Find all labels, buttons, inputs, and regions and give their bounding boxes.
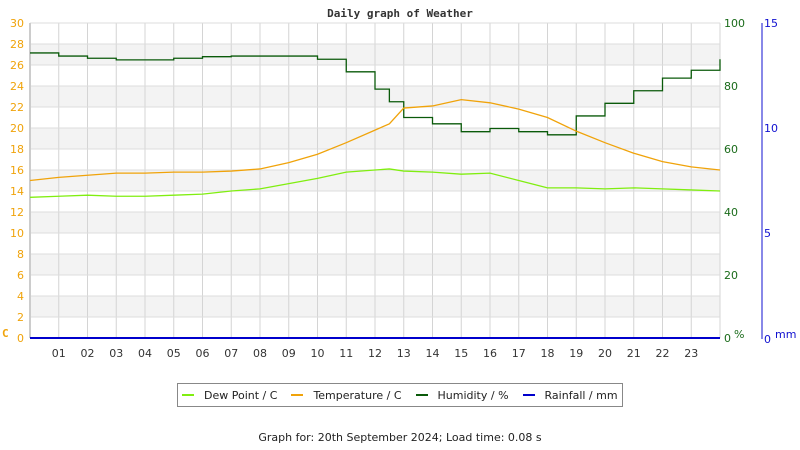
- y-tick-label: 12: [10, 206, 24, 219]
- x-tick-label: 15: [454, 347, 468, 360]
- y-tick-label: 18: [10, 143, 24, 156]
- x-tick-label: 09: [282, 347, 296, 360]
- x-tick-label: 02: [81, 347, 95, 360]
- x-tick-label: 11: [339, 347, 353, 360]
- x-tick-label: 07: [224, 347, 238, 360]
- x-tick-label: 21: [627, 347, 641, 360]
- weather-chart: Daily graph of Weather 02468101214161820…: [2, 7, 796, 360]
- legend-item-rainfall: Rainfall / mm: [522, 388, 618, 402]
- series-line-temperature: [29, 98, 721, 182]
- y-tick-label: 5: [764, 227, 771, 240]
- x-tick-label: 20: [598, 347, 612, 360]
- legend-item-temperature: Temperature / C: [291, 388, 402, 402]
- y-tick-label: 2: [17, 311, 24, 324]
- series-line-dew: [29, 168, 721, 198]
- x-tick-label: 18: [541, 347, 555, 360]
- y-axis-humidity-unit: %: [734, 328, 744, 341]
- legend-label: Dew Point / C: [204, 388, 278, 402]
- y-tick-label: 4: [17, 290, 24, 303]
- horizontal-gridlines: [30, 22, 720, 339]
- y-tick-label: 10: [10, 227, 24, 240]
- x-axis-hour-ticks: 01 02 03 04 05 06 07 08 09 10 11 12 13 14 15 16 17 18 19 20…: [52, 347, 699, 360]
- x-tick-label: 14: [426, 347, 440, 360]
- y-tick-label: 16: [10, 164, 24, 177]
- legend: Dew Point / C Temperature / C Humidity /…: [177, 383, 623, 407]
- x-tick-label: 16: [483, 347, 497, 360]
- y-tick-label: 26: [10, 59, 24, 72]
- y-tick-label: 20: [724, 269, 738, 282]
- y-tick-label: 22: [10, 101, 24, 114]
- legend-item-dew-point: Dew Point / C: [182, 389, 277, 402]
- chart-title: Daily graph of Weather: [327, 7, 473, 20]
- x-tick-label: 04: [138, 347, 152, 360]
- y-tick-label: 80: [724, 80, 738, 93]
- x-tick-label: 23: [684, 347, 698, 360]
- legend-item-humidity: Humidity / %: [415, 388, 509, 402]
- x-tick-label: 12: [368, 347, 382, 360]
- x-tick-label: 05: [167, 347, 181, 360]
- y-tick-label: 14: [10, 185, 24, 198]
- y-axis-right-rainfall: 0 5 10 15: [764, 17, 778, 346]
- y-tick-label: 0: [764, 333, 771, 346]
- y-tick-label: 60: [724, 143, 738, 156]
- data-series: [29, 52, 721, 339]
- y-tick-label: 20: [10, 122, 24, 135]
- y-axis-left-unit: C: [2, 327, 9, 340]
- humidity-swatch-icon: [415, 394, 428, 396]
- y-axis-rain-unit: mm: [775, 328, 796, 341]
- x-tick-label: 03: [109, 347, 123, 360]
- y-tick-label: 28: [10, 38, 24, 51]
- legend-label: Rainfall / mm: [544, 388, 618, 402]
- x-tick-label: 13: [397, 347, 411, 360]
- y-tick-label: 30: [10, 17, 24, 30]
- y-tick-label: 0: [724, 332, 731, 345]
- y-tick-label: 10: [764, 122, 778, 135]
- graph-footer: Graph for: 20th September 2024; Load tim…: [258, 431, 542, 444]
- temperature-swatch-icon: [291, 394, 304, 396]
- legend-label: Temperature / C: [313, 388, 402, 402]
- series-line-humidity: [30, 52, 721, 136]
- x-tick-label: 01: [52, 347, 66, 360]
- x-tick-label: 17: [512, 347, 526, 360]
- legend-label: Humidity / %: [437, 388, 509, 402]
- y-tick-label: 0: [17, 332, 24, 345]
- y-tick-label: 15: [764, 17, 778, 30]
- x-tick-label: 06: [196, 347, 210, 360]
- y-tick-label: 6: [17, 269, 24, 282]
- rainfall-swatch-icon: [522, 394, 535, 396]
- y-tick-label: 40: [724, 206, 738, 219]
- y-tick-label: 8: [17, 248, 24, 261]
- x-tick-label: 10: [311, 347, 325, 360]
- x-tick-label: 19: [569, 347, 583, 360]
- y-tick-label: 24: [10, 80, 24, 93]
- x-tick-label: 08: [253, 347, 267, 360]
- dew-point-swatch-icon: [182, 394, 194, 396]
- x-tick-label: 22: [656, 347, 670, 360]
- y-axis-right-humidity: 0 20 40 60 80 100: [724, 17, 745, 345]
- y-tick-label: 100: [724, 17, 745, 30]
